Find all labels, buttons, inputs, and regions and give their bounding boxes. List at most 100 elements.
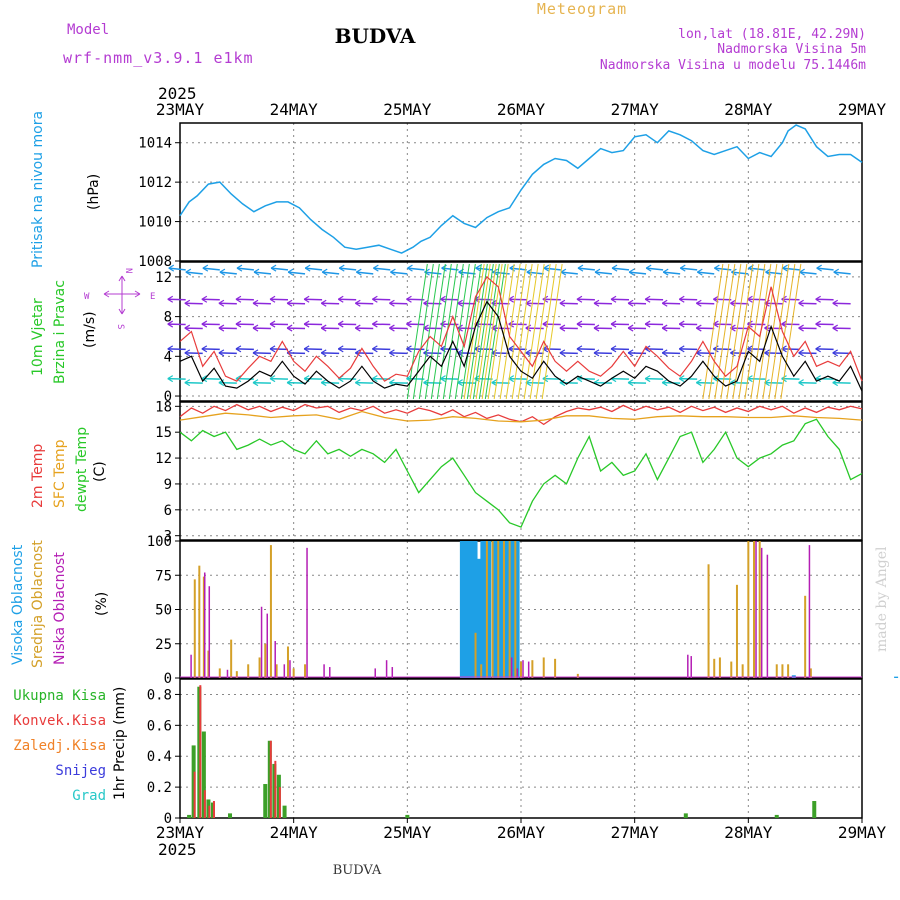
wind-arrow-head bbox=[252, 299, 259, 307]
precip-total-bar bbox=[282, 805, 287, 818]
cloud-low-bar bbox=[323, 664, 325, 678]
wind-compass: W E N S bbox=[84, 268, 155, 329]
panel-frame bbox=[179, 678, 863, 819]
wind-arrow bbox=[390, 271, 408, 275]
wind-hatch bbox=[517, 263, 539, 400]
cloud-mid-bar bbox=[804, 595, 807, 678]
x-day-label-top: 29MAY bbox=[838, 100, 887, 119]
legend-total-rain: Ukupna Kisa bbox=[13, 688, 106, 704]
wind-hatch bbox=[448, 263, 470, 400]
wind-arrow bbox=[646, 267, 664, 271]
x-day-label-bottom: 27MAY bbox=[611, 823, 660, 842]
cloud-high-bar bbox=[894, 676, 899, 678]
wind-arrow bbox=[748, 267, 766, 271]
wind-arrow-head bbox=[201, 345, 208, 353]
cloud-low-bar bbox=[385, 660, 388, 678]
wind-arrow-head bbox=[678, 295, 685, 303]
wind-arrow-head bbox=[695, 379, 702, 387]
wind-arrow-head bbox=[424, 268, 430, 276]
x-day-label-bottom: 23MAY bbox=[156, 823, 205, 842]
wind-arrow-head bbox=[185, 268, 192, 276]
y-tick-label: 4 bbox=[164, 349, 172, 365]
cloud-mid-bar bbox=[809, 668, 812, 678]
temp-unit: (C) bbox=[92, 461, 108, 482]
precip-total-bar bbox=[228, 813, 233, 818]
legend-hail: Grad bbox=[72, 788, 106, 804]
wind-arrow-head bbox=[577, 264, 584, 272]
cloud-mid-bar bbox=[235, 671, 238, 678]
wind-arrow-head bbox=[440, 375, 446, 383]
cloud-low-bar bbox=[289, 660, 291, 678]
wind-arrow-head bbox=[184, 349, 191, 357]
wind-arrow-head bbox=[269, 345, 276, 353]
precip-conv-bar bbox=[208, 805, 211, 818]
wind-arrow-head bbox=[389, 299, 395, 307]
cloud-mid-bar bbox=[707, 564, 710, 678]
wind-arrow-head bbox=[406, 295, 412, 303]
y-tick-label: 0.2 bbox=[147, 780, 172, 796]
wind-arrow bbox=[526, 271, 544, 275]
wind-arrow-head bbox=[662, 268, 669, 276]
wind-arrow-head bbox=[304, 264, 311, 272]
wind-arrow-head bbox=[593, 324, 600, 332]
cloud-low-bar bbox=[808, 545, 811, 678]
cloud-low-bar bbox=[522, 660, 524, 678]
cloud-mid-bar bbox=[491, 541, 494, 678]
cloud-mid-bar bbox=[247, 664, 250, 678]
precip-total-bar bbox=[263, 784, 268, 818]
wind-arrow-head bbox=[338, 264, 345, 272]
coordinates-label: lon,lat (18.81E, 42.29N) bbox=[678, 27, 866, 42]
wind-arrow bbox=[509, 267, 527, 271]
compass-w: W bbox=[84, 292, 90, 302]
wind-arrow-head bbox=[252, 379, 259, 387]
wind-arrow bbox=[833, 271, 851, 275]
wind-arrow-head bbox=[661, 379, 668, 387]
y-tick-label: 6 bbox=[164, 503, 172, 519]
wind-arrow bbox=[168, 267, 186, 271]
y-tick-label: 18 bbox=[155, 399, 172, 415]
cloud-mid-bar bbox=[554, 658, 557, 678]
cloud-mid-bar bbox=[741, 664, 744, 678]
y-tick-label: 25 bbox=[155, 637, 172, 653]
wind-arrow bbox=[697, 271, 715, 275]
wind-arrow-head bbox=[407, 264, 413, 272]
wind-hatch bbox=[412, 263, 434, 400]
wind-arrow-head bbox=[627, 324, 634, 332]
legend-convective-rain: Konvek.Kisa bbox=[13, 713, 106, 729]
y-tick-label: 15 bbox=[155, 425, 172, 441]
wind-arrow-head bbox=[236, 264, 243, 272]
cloud-high-bar bbox=[498, 541, 503, 678]
cloud-mid-bar bbox=[753, 541, 756, 678]
y-tick-label: 9 bbox=[164, 477, 172, 493]
cloud-low-bar bbox=[274, 641, 276, 678]
y-tick-label: 0.4 bbox=[147, 749, 172, 765]
wind-arrow-head bbox=[815, 295, 821, 303]
wind-arrow-head bbox=[798, 349, 804, 357]
wind-arrow-head bbox=[661, 349, 668, 357]
cloud-low-bar bbox=[527, 661, 530, 678]
cloud-low-bar bbox=[226, 669, 229, 678]
cloud-mid-bar bbox=[292, 668, 295, 678]
wind-arrow bbox=[270, 267, 289, 271]
model-label: Model bbox=[67, 22, 109, 38]
x-day-label-bottom: 26MAY bbox=[497, 823, 546, 842]
wind-hatch bbox=[469, 263, 491, 400]
wind-arrow-head bbox=[560, 268, 567, 276]
wind-arrow-head bbox=[372, 345, 378, 353]
wind-arrow-head bbox=[644, 320, 651, 328]
wind-arrow-head bbox=[287, 268, 294, 276]
wind-hatch bbox=[756, 263, 778, 400]
wind-arrow-head bbox=[576, 295, 583, 303]
precip-conv-bar bbox=[193, 771, 196, 818]
wind-arrow-head bbox=[372, 295, 378, 303]
wind-arrow-head bbox=[628, 268, 635, 276]
cloud-high-bar bbox=[459, 541, 464, 678]
wind-arrow-head bbox=[253, 268, 260, 276]
wind-arrow bbox=[458, 271, 476, 275]
cloud-low-bar bbox=[687, 654, 689, 678]
wind-arrow-head bbox=[764, 349, 770, 357]
wind-arrow-head bbox=[286, 324, 293, 332]
wind-arrow-head bbox=[799, 268, 805, 276]
wind-hatch bbox=[774, 263, 796, 400]
wind-hatch bbox=[418, 263, 440, 400]
